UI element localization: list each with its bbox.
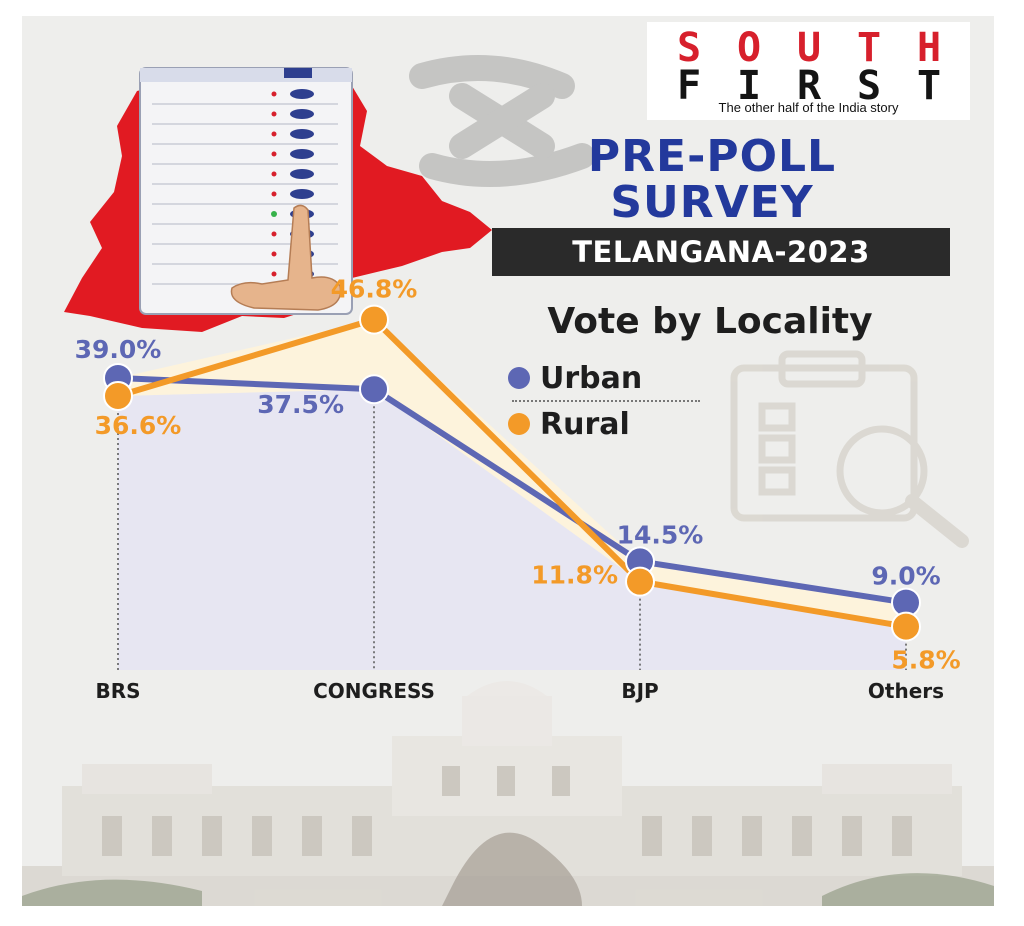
logo-letter: O	[736, 25, 762, 71]
category-label-2: BJP	[621, 679, 658, 703]
legend-item-rural: Rural	[508, 402, 708, 446]
point-rural-0	[103, 380, 133, 411]
data-label-urban-0: 39.0%	[75, 335, 162, 364]
line-chart: 39.0% 37.5% 14.5% 9.0% 36.6% 46.8% 11.8% 5.8% BR…	[75, 275, 961, 703]
evm-machine-icon	[139, 67, 353, 315]
category-label-3: Others	[868, 679, 944, 703]
point-urban-1	[359, 374, 389, 405]
logo-letter: I	[736, 63, 762, 109]
chart-title: Vote by Locality	[547, 301, 873, 342]
area-fill-between-lines	[118, 319, 906, 627]
state-year-banner: TELANGANA-2023	[492, 228, 950, 276]
logo-letter: T	[916, 63, 942, 109]
logo-letter: U	[796, 25, 822, 71]
area-fill-under-lines	[118, 389, 906, 670]
logo-tagline: The other half of the India story	[718, 100, 899, 115]
point-rural-1	[359, 304, 389, 335]
assembly-building-graphic	[22, 681, 994, 906]
south-first-logo: S O U T H F I R S T The other half of th…	[647, 22, 970, 120]
logo-row-first: F I R S T	[671, 63, 947, 109]
infographic-card: S O U T H F I R S T The other half of th…	[22, 16, 994, 906]
data-label-rural-2: 11.8%	[531, 561, 618, 590]
logo-letter: F	[676, 63, 702, 109]
data-label-rural-1: 46.8%	[331, 275, 418, 304]
data-label-rural-0: 36.6%	[95, 411, 182, 440]
chart-legend: Urban Rural	[508, 356, 708, 446]
point-rural-3	[891, 611, 921, 642]
data-label-urban-3: 9.0%	[871, 562, 940, 591]
logo-row-south: S O U T H	[671, 25, 947, 71]
category-label-1: CONGRESS	[313, 679, 435, 703]
legend-swatch-rural	[508, 413, 530, 435]
logo-letter: R	[796, 63, 822, 109]
data-label-urban-1: 37.5%	[257, 390, 344, 419]
voting-finger-icon	[230, 204, 342, 311]
title-line-1: PRE-POLL	[587, 131, 837, 182]
data-label-rural-3: 5.8%	[891, 646, 960, 675]
data-label-urban-2: 14.5%	[617, 520, 704, 549]
ballot-mark-icon	[409, 55, 595, 187]
series-line-rural	[117, 316, 907, 630]
series-line-urban	[117, 374, 907, 606]
legend-label-urban: Urban	[540, 360, 643, 396]
category-label-0: BRS	[95, 679, 140, 703]
logo-letter: S	[856, 63, 882, 109]
logo-letter: T	[856, 25, 882, 71]
legend-divider	[512, 400, 700, 402]
logo-letter: H	[916, 25, 942, 71]
clipboard-search-icon	[730, 350, 969, 548]
legend-swatch-urban	[508, 367, 530, 389]
title-line-2: SURVEY	[610, 177, 814, 228]
page-title: PRE-POLL SURVEY	[542, 134, 882, 226]
point-rural-2	[625, 566, 655, 597]
legend-item-urban: Urban	[508, 356, 708, 400]
ballot-tick-graphic	[22, 55, 994, 906]
logo-letter: S	[676, 25, 702, 71]
legend-label-rural: Rural	[540, 406, 630, 442]
